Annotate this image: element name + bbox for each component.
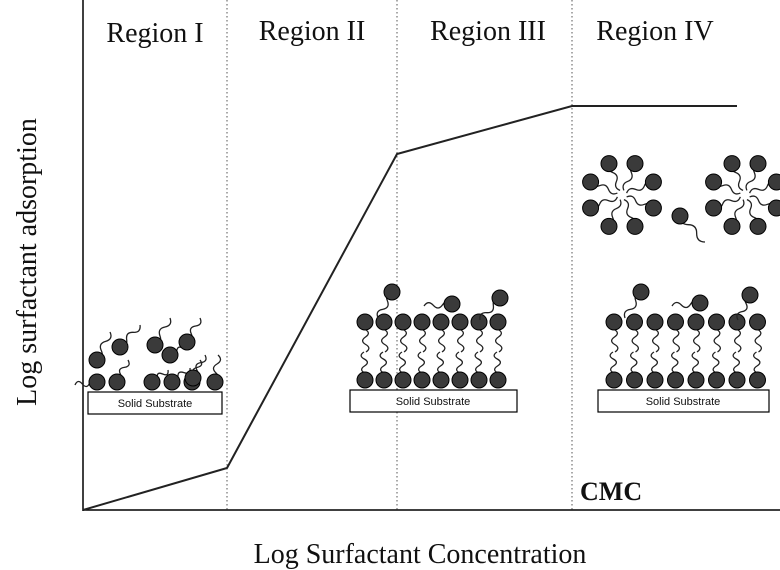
head [583,174,599,190]
head [384,284,400,300]
head [583,200,599,216]
head [627,314,643,330]
head [647,372,663,388]
head [490,372,506,388]
head [490,314,506,330]
head [395,314,411,330]
diagram: Region I Region II Region III Region IV … [0,0,780,570]
head [724,218,740,234]
head [706,174,722,190]
head [492,290,508,306]
region-label: Region III [430,16,546,47]
head [109,374,125,390]
head [89,352,105,368]
head [433,314,449,330]
head [706,200,722,216]
head [668,372,684,388]
head [89,374,105,390]
substrate-label: Solid Substrate [118,398,193,410]
head [729,372,745,388]
head [688,372,704,388]
region-label: Region II [259,16,366,47]
head [179,334,195,350]
head [452,372,468,388]
head [414,372,430,388]
head [750,372,766,388]
head [471,372,487,388]
head [433,372,449,388]
head [452,314,468,330]
head [709,314,725,330]
head [601,218,617,234]
head [357,314,373,330]
head [768,200,780,216]
head [357,372,373,388]
head [768,174,780,190]
head [471,314,487,330]
head [672,208,688,224]
head [414,314,430,330]
head [627,372,643,388]
head [647,314,663,330]
head [601,156,617,172]
head [606,372,622,388]
head [750,156,766,172]
head [742,287,758,303]
head [164,374,180,390]
head [376,314,392,330]
head [750,314,766,330]
substrate-label: Solid Substrate [396,396,471,408]
head [207,374,223,390]
y-axis-label: Log surfactant adsorption [12,118,43,406]
head [709,372,725,388]
head [627,218,643,234]
head [688,314,704,330]
head [645,200,661,216]
head [185,370,201,386]
head [724,156,740,172]
head [668,314,684,330]
head [376,372,392,388]
region-label: Region I [106,18,203,49]
head [395,372,411,388]
head [444,296,460,312]
head [606,314,622,330]
cmc-annotation: CMC [580,477,642,506]
head [147,337,163,353]
head [692,295,708,311]
head [144,374,160,390]
head [162,347,178,363]
x-axis-label: Log Surfactant Concentration [254,539,587,570]
head [112,339,128,355]
head [627,156,643,172]
substrate-label: Solid Substrate [646,396,721,408]
head [750,218,766,234]
region-label: Region IV [596,16,713,47]
head [633,284,649,300]
head [645,174,661,190]
